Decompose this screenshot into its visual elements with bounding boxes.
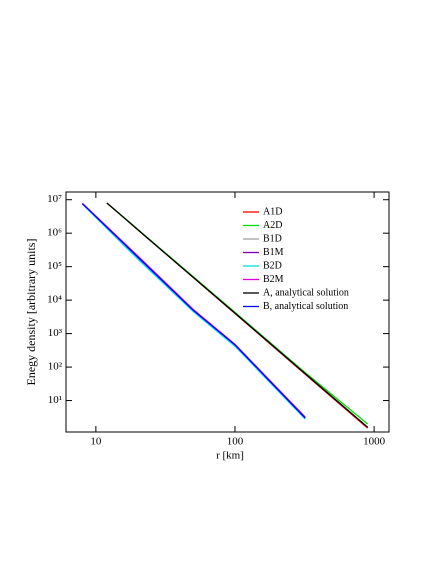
legend-label: A, analytical solution <box>263 287 349 298</box>
x-tick-label: 1000 <box>363 436 386 448</box>
legend-label: A2D <box>263 220 282 231</box>
legend-label: B1D <box>263 233 282 244</box>
legend-label: A1D <box>263 206 282 217</box>
y-tick-label: 10⁶ <box>47 227 62 239</box>
legend-label: B, analytical solution <box>263 301 348 312</box>
x-tick-label: 10 <box>90 436 102 448</box>
x-tick-label: 100 <box>227 436 244 448</box>
y-tick-label: 10⁷ <box>47 193 62 205</box>
legend-label: B2D <box>263 260 282 271</box>
y-tick-label: 10³ <box>48 327 63 339</box>
x-axis-label: r [km] <box>216 450 244 462</box>
y-tick-label: 10¹ <box>48 394 62 406</box>
y-tick-label: 10² <box>48 361 63 373</box>
y-tick-label: 10⁴ <box>47 294 62 306</box>
series-line <box>106 202 369 428</box>
series-line <box>81 203 306 419</box>
series-line <box>81 203 306 420</box>
legend-label: B2M <box>263 274 284 285</box>
plot-frame <box>65 191 390 433</box>
y-axis-label: Enegy density [arbitrary units] <box>24 239 38 386</box>
y-tick-label: 10⁵ <box>47 260 62 272</box>
legend-label: B1M <box>263 247 284 258</box>
